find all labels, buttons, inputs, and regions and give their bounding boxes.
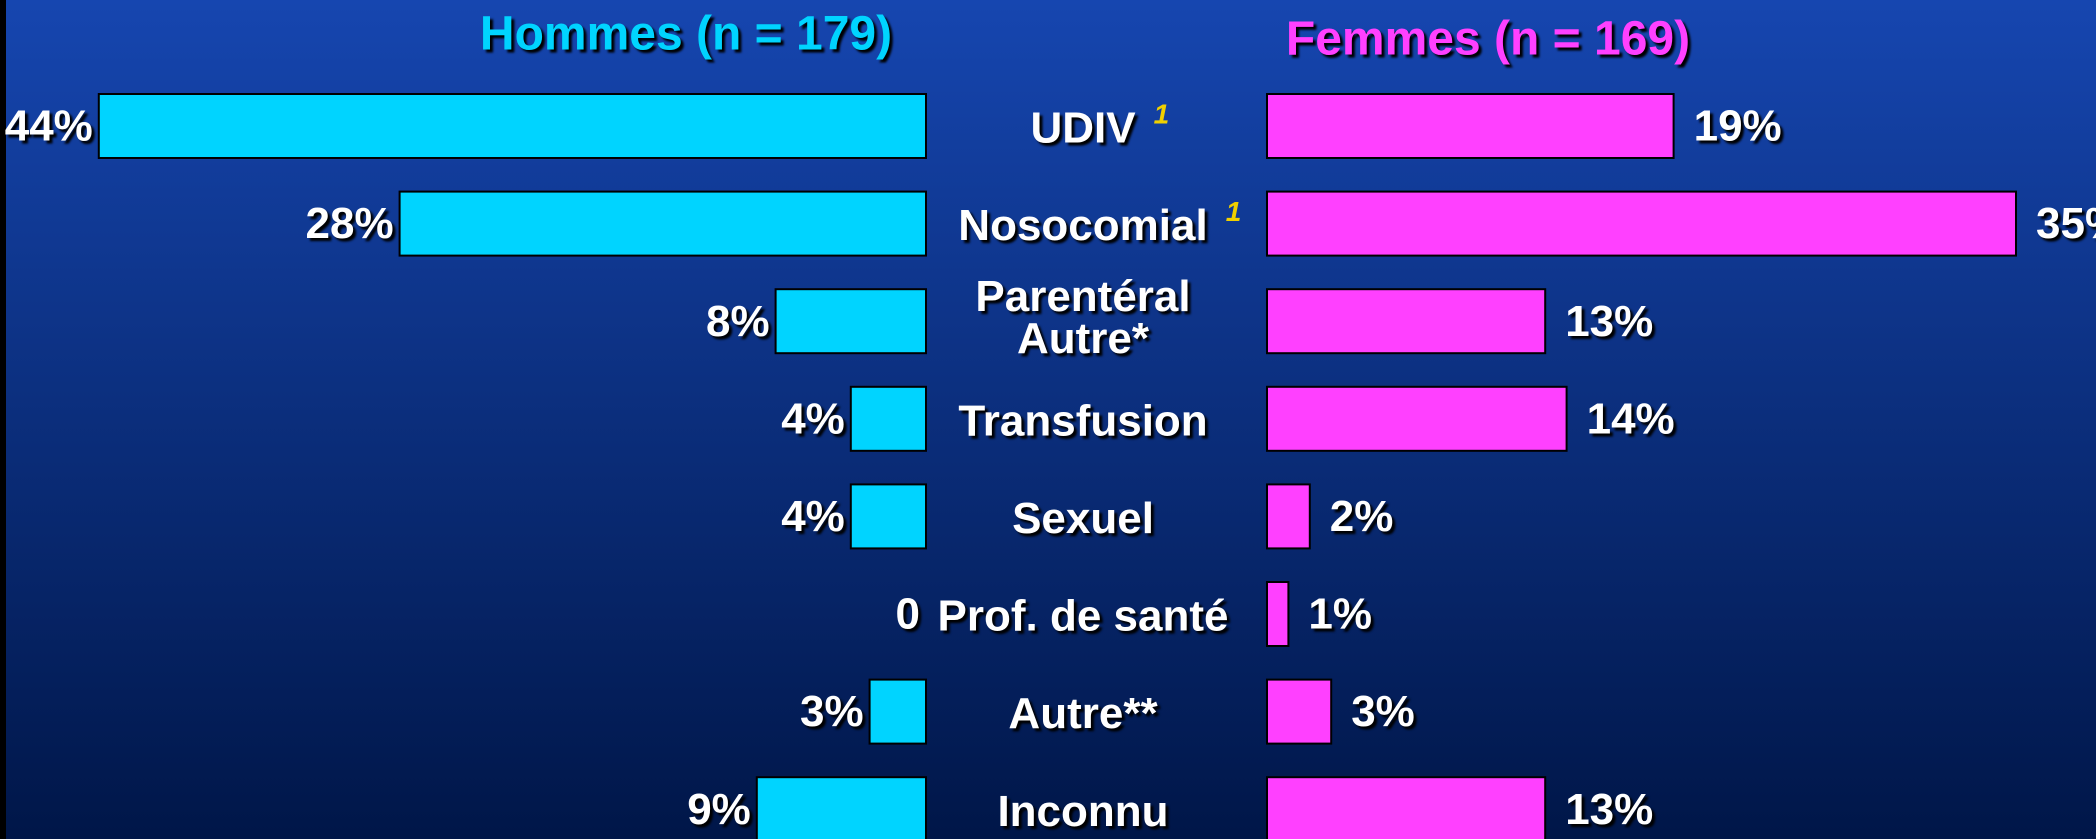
value-label: 3% (1351, 687, 1415, 736)
bar (97, 93, 928, 159)
value-label: 2% (1330, 492, 1394, 541)
bar (1266, 288, 1547, 355)
category-label: Inconnu (997, 787, 1168, 836)
value-label: 1% (1308, 590, 1372, 639)
category-label: Prof. de santé (938, 592, 1229, 641)
footnote-marker: 1 (1154, 98, 1170, 129)
value-label: 4% (781, 394, 845, 443)
legend-title: Femmes (n = 169) (1286, 13, 1690, 66)
category-label: Transfusion (958, 396, 1207, 445)
category-label: Autre* (1017, 314, 1150, 363)
footnote-marker: 1 (1226, 196, 1242, 227)
value-label: 35% (2036, 199, 2096, 248)
category-label: Nosocomial (958, 201, 1207, 250)
bar (849, 483, 927, 550)
value-label: 8% (706, 297, 770, 346)
bar (1266, 385, 1568, 452)
legend-title: Hommes (n = 179) (480, 8, 892, 61)
value-label: 28% (306, 199, 394, 248)
bar (868, 678, 927, 745)
bar (774, 288, 927, 355)
category-label: Sexuel (1012, 494, 1154, 543)
bar (1266, 678, 1333, 745)
bar (398, 190, 928, 257)
bar (849, 385, 927, 452)
bar (1266, 776, 1547, 839)
category-label: Autre** (1008, 689, 1158, 738)
category-label: UDIV (1030, 104, 1136, 153)
value-label: 44% (5, 102, 93, 151)
bar (755, 776, 927, 839)
category-label: Parentéral (975, 272, 1190, 321)
value-label: 0 (896, 590, 920, 639)
edge (0, 0, 6, 839)
value-label: 4% (781, 492, 845, 541)
value-label: 19% (1694, 102, 1782, 151)
value-label: 14% (1587, 394, 1675, 443)
bar (1266, 190, 2017, 257)
bar (1266, 581, 1290, 647)
value-label: 3% (800, 687, 864, 736)
value-label: 9% (687, 785, 751, 834)
value-label: 13% (1565, 297, 1653, 346)
bar (1266, 483, 1311, 550)
value-label: 13% (1565, 785, 1653, 834)
bar (1266, 93, 1675, 159)
